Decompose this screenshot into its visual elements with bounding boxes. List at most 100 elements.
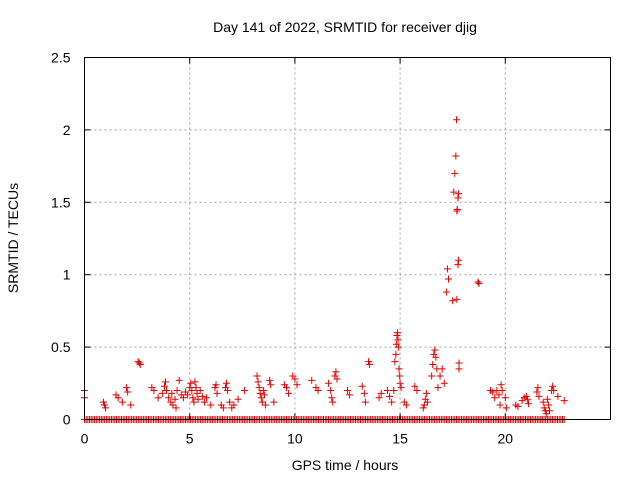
data-point — [293, 381, 301, 389]
data-point — [255, 384, 263, 392]
data-point — [542, 410, 550, 418]
data-point — [535, 392, 543, 400]
data-point — [365, 358, 373, 366]
data-point — [540, 404, 548, 412]
data-point — [450, 188, 458, 196]
data-point — [256, 389, 264, 397]
data-point — [554, 392, 562, 400]
y-tick-label: 0 — [63, 412, 71, 428]
data-point — [436, 372, 444, 380]
data-point — [226, 398, 234, 406]
data-point — [172, 404, 180, 412]
data-point — [423, 398, 431, 406]
data-point — [491, 394, 499, 402]
data-point — [549, 382, 557, 390]
data-point — [386, 392, 394, 400]
data-point — [395, 365, 403, 373]
x-tick-label: 15 — [392, 431, 408, 447]
data-point — [332, 368, 340, 376]
data-point — [402, 401, 410, 409]
data-point — [118, 398, 126, 406]
data-point — [550, 387, 558, 395]
data-point — [187, 379, 195, 387]
data-point — [534, 384, 542, 392]
data-point — [207, 401, 215, 409]
data-point — [420, 401, 428, 409]
data-point — [191, 378, 199, 386]
data-point — [198, 392, 206, 400]
data-point — [442, 288, 450, 296]
data-point — [501, 394, 509, 402]
data-point — [454, 194, 462, 202]
y-tick-label: 1 — [63, 267, 71, 283]
data-point — [154, 394, 162, 402]
data-point — [502, 404, 510, 412]
data-point — [162, 378, 170, 386]
data-point — [360, 389, 368, 397]
data-point — [539, 398, 547, 406]
data-point — [452, 116, 460, 124]
data-point — [453, 206, 461, 214]
data-point — [259, 387, 267, 395]
y-tick-label: 2.5 — [51, 50, 71, 66]
data-point — [254, 378, 262, 386]
data-point — [366, 360, 374, 368]
data-point — [124, 388, 132, 396]
data-point — [219, 404, 227, 412]
data-point — [392, 350, 400, 358]
y-axis-label: SRMTID / TECUs — [5, 183, 21, 293]
data-point — [375, 394, 383, 402]
data-point — [449, 297, 457, 305]
data-point — [451, 169, 459, 177]
data-point — [194, 395, 202, 403]
data-point — [394, 329, 402, 337]
data-point — [169, 401, 177, 409]
data-point — [383, 387, 391, 395]
y-tick-label: 0.5 — [51, 339, 71, 355]
data-point — [240, 387, 248, 395]
data-point — [190, 398, 198, 406]
data-point — [498, 387, 506, 395]
data-point — [267, 381, 275, 389]
y-tick-label: 2 — [63, 122, 71, 138]
data-point — [224, 387, 232, 395]
data-point — [223, 379, 231, 387]
data-point — [413, 387, 421, 395]
data-point — [200, 398, 208, 406]
data-point — [171, 395, 179, 403]
data-point — [411, 382, 419, 390]
data-point — [173, 387, 181, 395]
data-point — [523, 395, 531, 403]
data-point — [193, 389, 201, 397]
data-point — [496, 401, 504, 409]
data-point — [258, 398, 266, 406]
data-point — [175, 376, 183, 384]
data-point — [163, 387, 171, 395]
data-point — [440, 379, 448, 387]
data-point — [455, 359, 463, 367]
data-point — [203, 394, 211, 402]
data-point — [444, 275, 452, 283]
y-tick-label: 1.5 — [51, 194, 71, 210]
data-point — [432, 353, 440, 361]
data-point — [346, 391, 354, 399]
data-point — [497, 381, 505, 389]
data-point — [285, 389, 293, 397]
data-point — [522, 392, 530, 400]
data-point — [266, 376, 274, 384]
data-point — [127, 401, 135, 409]
data-point — [282, 384, 290, 392]
data-point — [560, 397, 568, 405]
data-point — [114, 394, 122, 402]
data-point — [429, 360, 437, 368]
data-point — [184, 391, 192, 399]
data-point — [333, 375, 341, 383]
data-point — [475, 279, 483, 287]
data-point — [188, 387, 196, 395]
data-point — [314, 387, 322, 395]
data-point — [192, 384, 200, 392]
data-point — [230, 401, 238, 409]
data-point — [455, 190, 463, 198]
data-point — [495, 391, 503, 399]
